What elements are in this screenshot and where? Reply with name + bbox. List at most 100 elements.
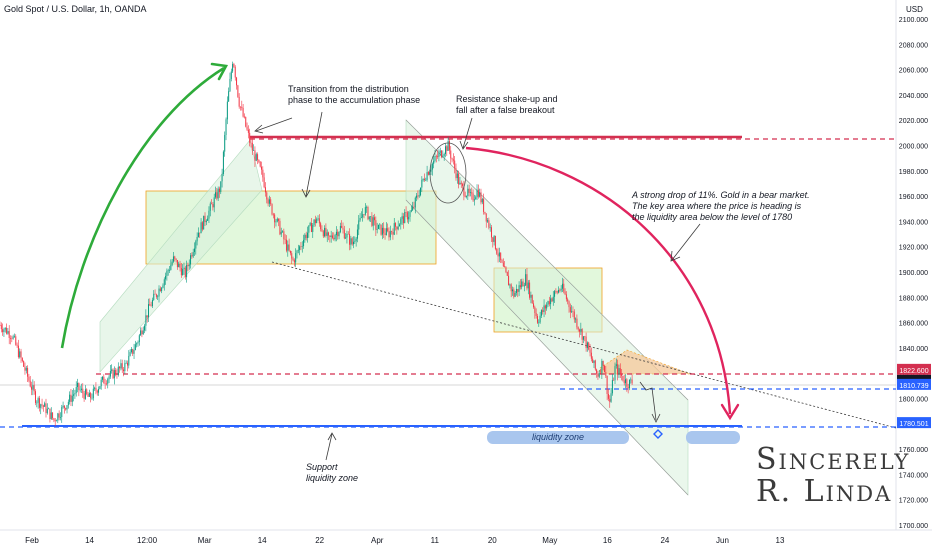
candle-body: [443, 153, 445, 157]
candle-body: [183, 267, 185, 270]
candle-body: [0, 325, 1, 326]
candle-body: [296, 250, 298, 254]
candle-body: [163, 279, 165, 286]
x-tick-label: 13: [776, 536, 785, 545]
candle-body: [28, 376, 30, 381]
candle-body: [602, 360, 604, 366]
candle-body: [596, 369, 598, 374]
candle-body: [75, 387, 77, 394]
candle-body: [452, 159, 454, 161]
candle-body: [80, 388, 82, 390]
candle-body: [462, 183, 464, 186]
candle-body: [426, 172, 428, 180]
candle-body: [564, 291, 566, 295]
candle-body: [220, 181, 222, 193]
candle-body: [62, 405, 64, 408]
candle-body: [21, 358, 23, 361]
candle-body: [504, 266, 506, 268]
candle-body: [614, 366, 616, 381]
x-tick-label: Mar: [198, 536, 212, 545]
candle-body: [592, 358, 594, 363]
candle-body: [431, 163, 433, 170]
candle-body: [469, 192, 471, 193]
candle-body: [92, 388, 94, 399]
candle-body: [563, 283, 565, 292]
candle-body: [142, 330, 144, 335]
x-tick-label: Apr: [371, 536, 384, 545]
candle-body: [175, 258, 177, 261]
candle-body: [91, 398, 93, 399]
candle-body: [572, 311, 574, 312]
candle-body: [130, 349, 132, 353]
candle-body: [74, 393, 76, 395]
candle-body: [44, 403, 46, 407]
candle-body: [49, 408, 51, 420]
candle-body: [409, 211, 411, 217]
candle-body: [158, 288, 160, 297]
candle-body: [239, 106, 241, 108]
candle-body: [458, 173, 460, 185]
candle-body: [529, 282, 531, 298]
candle-body: [555, 291, 557, 292]
candle-body: [82, 388, 84, 394]
candle-body: [203, 215, 205, 230]
candle-body: [346, 233, 348, 238]
candle-body: [146, 315, 148, 318]
candle-body: [535, 313, 537, 316]
candle-body: [312, 224, 314, 232]
candle-body: [274, 214, 276, 223]
candle-body: [425, 179, 427, 181]
candle-body: [174, 256, 176, 259]
candle-body: [266, 192, 268, 200]
x-tick-label: 14: [258, 536, 267, 545]
candle-body: [56, 420, 58, 422]
candle-body: [304, 234, 306, 240]
candle-body: [170, 264, 172, 270]
candle-body: [605, 372, 607, 376]
price-label-text: 1810.739: [899, 383, 928, 390]
channel-lower-line: [405, 199, 689, 496]
candle-body: [362, 214, 364, 218]
candle-body: [25, 367, 27, 371]
candle-body: [23, 360, 25, 367]
candle-body: [525, 274, 527, 286]
candle-body: [580, 329, 582, 332]
y-tick-label: 1720.000: [899, 498, 928, 505]
candle-body: [414, 197, 416, 208]
candle-body: [420, 187, 422, 196]
candle-body: [354, 241, 356, 242]
candle-body: [484, 211, 486, 214]
crosshair-icon[interactable]: [653, 429, 663, 439]
candle-body: [268, 199, 270, 204]
candle-body: [370, 216, 372, 217]
candle-body: [609, 398, 611, 402]
candle-body: [150, 305, 152, 307]
price-scale[interactable]: [896, 0, 932, 530]
candle-body: [417, 195, 419, 197]
candle-body: [494, 236, 496, 250]
rising-channel: [99, 139, 263, 373]
candle-body: [501, 259, 503, 263]
candle-body: [293, 260, 295, 263]
candle-body: [259, 161, 261, 167]
candle-body: [57, 413, 59, 421]
candle-body: [225, 119, 227, 136]
candle-body: [307, 232, 309, 238]
candle-body: [120, 363, 122, 369]
candle-body: [442, 156, 444, 158]
candle-body: [247, 129, 249, 133]
candle-body: [73, 394, 75, 396]
candle-body: [606, 375, 608, 395]
candle-body: [157, 296, 159, 298]
candle-body: [314, 219, 316, 223]
candle-body: [538, 322, 540, 323]
candle-body: [102, 376, 104, 380]
price-label-text: 1822.600: [899, 368, 928, 375]
false-breakout-circle: [429, 142, 467, 204]
candle-body: [24, 366, 26, 371]
candle-body: [42, 405, 44, 407]
candle-body: [569, 307, 571, 313]
candle-body: [263, 177, 265, 188]
candle-body: [149, 304, 151, 306]
